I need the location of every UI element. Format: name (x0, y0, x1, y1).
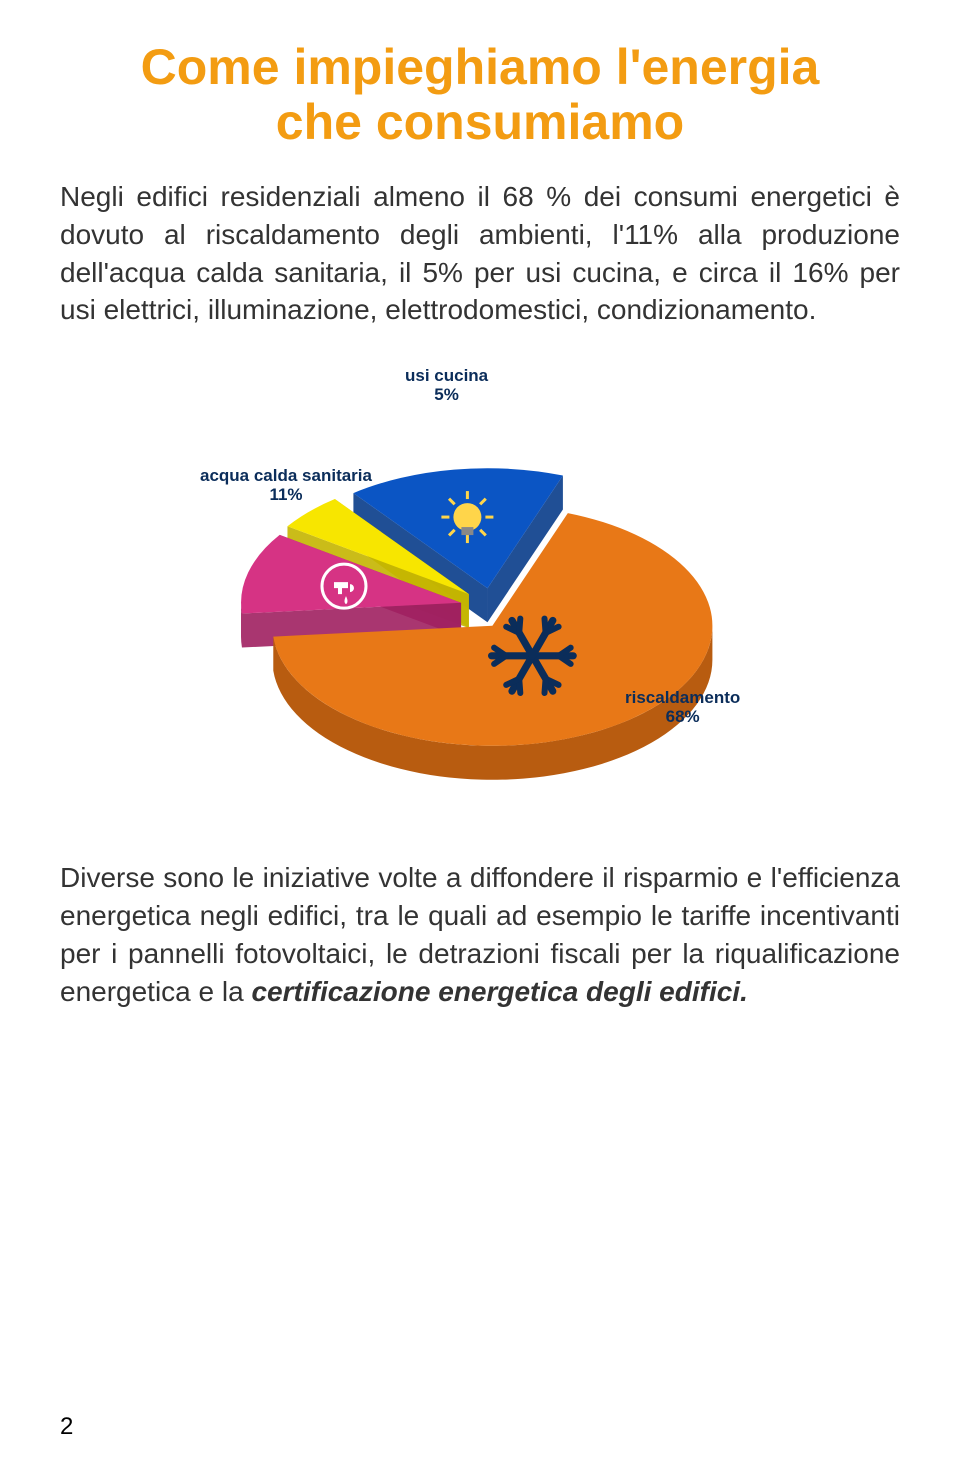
page-number: 2 (60, 1413, 73, 1441)
energy-pie-chart: usi cucina5% usi elettrici16% acqua calda … (170, 359, 790, 819)
title-line-1: Come impieghiamo l'energia (60, 40, 900, 95)
closing-paragraph: Diverse sono le iniziative volte a diffo… (60, 859, 900, 1010)
page-title: Come impieghiamo l'energia che consumiam… (60, 40, 900, 150)
title-line-2: che consumiamo (60, 95, 900, 150)
page: Come impieghiamo l'energia che consumiam… (0, 0, 960, 1471)
label-usi-elettrici: usi elettrici16% (505, 401, 595, 438)
label-usi-cucina: usi cucina5% (405, 367, 488, 404)
intro-text: Negli edifici residenziali almeno il 68 … (60, 181, 900, 325)
label-riscaldamento: riscaldamento68% (625, 689, 740, 726)
closing-emphasis: certificazione energetica degli edifici. (251, 976, 747, 1007)
label-acqua: acqua calda sanitaria11% (200, 467, 372, 504)
chart-container: usi cucina5% usi elettrici16% acqua calda … (60, 359, 900, 819)
intro-paragraph: Negli edifici residenziali almeno il 68 … (60, 178, 900, 329)
